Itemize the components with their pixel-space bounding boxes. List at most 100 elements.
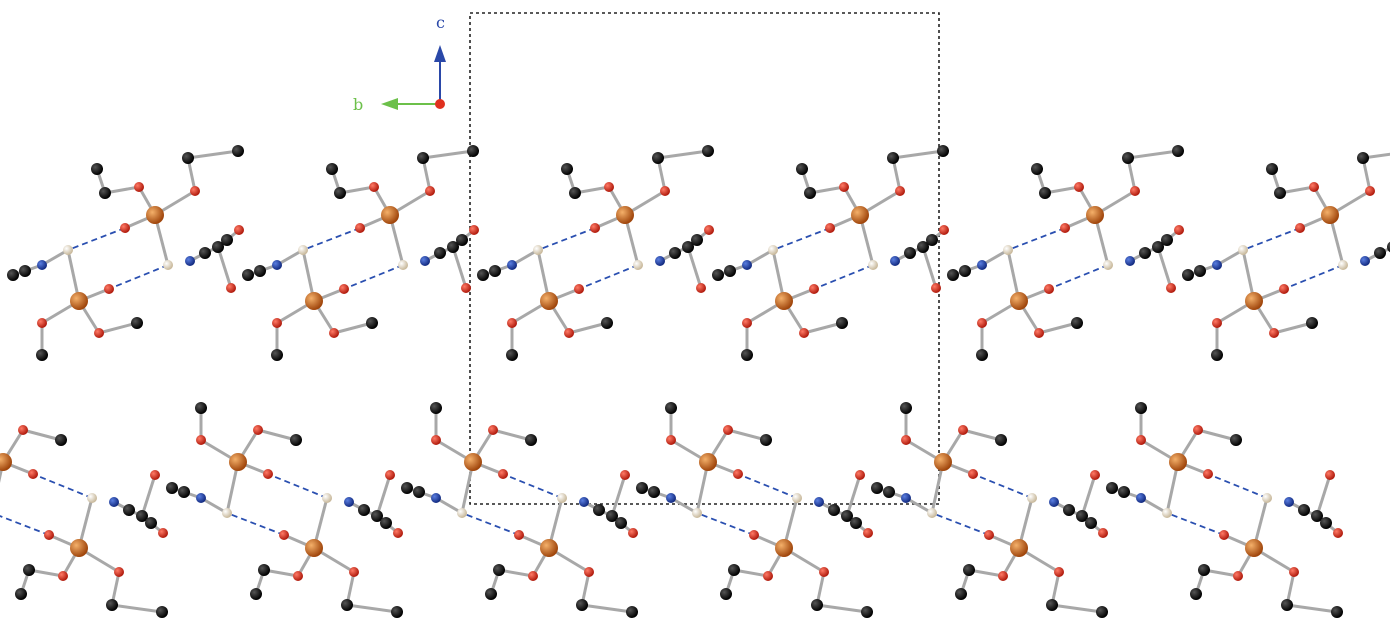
- covalent-bond: [670, 496, 698, 515]
- carbon-atom: [23, 564, 35, 576]
- covalent-bond: [187, 149, 239, 160]
- covalent-bond: [111, 603, 163, 614]
- carbon-atom: [341, 599, 353, 611]
- oxygen-atom: [1034, 328, 1044, 338]
- carbon-atom: [887, 152, 899, 164]
- nitrogen-atom: [1360, 256, 1370, 266]
- hydrogen-bond: [226, 512, 285, 536]
- oxygen-atom: [461, 283, 471, 293]
- covalent-bond: [276, 248, 304, 267]
- oxygen-atom: [469, 225, 479, 235]
- covalent-bond: [41, 248, 69, 267]
- carbon-atom: [1161, 234, 1173, 246]
- metal-atom: [540, 292, 558, 310]
- carbon-atom: [937, 145, 949, 157]
- carbon-atom: [232, 145, 244, 157]
- hydrogen-atom: [1162, 508, 1172, 518]
- hydrogen-bond: [1207, 473, 1268, 499]
- carbon-atom: [1046, 599, 1058, 611]
- covalent-bond: [1156, 246, 1173, 289]
- carbon-atom: [850, 517, 862, 529]
- covalent-bond: [686, 246, 703, 289]
- metal-atom: [1321, 206, 1339, 224]
- oxygen-atom: [839, 182, 849, 192]
- oxygen-atom: [590, 223, 600, 233]
- molecule-dimer: [871, 402, 1108, 618]
- carbon-atom: [947, 269, 959, 281]
- carbon-atom: [796, 163, 808, 175]
- b-axis-label: b: [353, 95, 363, 114]
- metal-atom: [699, 453, 717, 471]
- carbon-atom: [1281, 599, 1293, 611]
- carbon-atom: [1039, 187, 1051, 199]
- oxygen-atom: [809, 284, 819, 294]
- metal-atom: [0, 453, 12, 471]
- oxygen-atom: [1212, 318, 1222, 328]
- carbon-atom: [804, 187, 816, 199]
- oxygen-atom: [1333, 528, 1343, 538]
- nitrogen-atom: [1125, 256, 1135, 266]
- oxygen-atom: [1074, 182, 1084, 192]
- hydrogen-atom: [692, 508, 702, 518]
- carbon-atom: [682, 241, 694, 253]
- covalent-bond: [803, 321, 843, 335]
- carbon-atom: [836, 317, 848, 329]
- covalent-bond: [1080, 474, 1097, 517]
- carbon-atom: [493, 564, 505, 576]
- oxygen-atom: [819, 567, 829, 577]
- hydrogen-atom: [63, 245, 73, 255]
- carbon-atom: [1135, 402, 1147, 414]
- oxygen-atom: [190, 186, 200, 196]
- carbon-atom: [447, 241, 459, 253]
- carbon-atom: [1266, 163, 1278, 175]
- carbon-atom: [900, 402, 912, 414]
- carbon-atom: [334, 187, 346, 199]
- hydrogen-bond: [1166, 512, 1225, 536]
- carbon-atom: [724, 265, 736, 277]
- nitrogen-atom: [655, 256, 665, 266]
- carbon-atom: [417, 152, 429, 164]
- oxygen-atom: [1054, 567, 1064, 577]
- metal-atom: [305, 292, 323, 310]
- hydrogen-atom: [322, 493, 332, 503]
- covalent-bond: [1216, 248, 1244, 267]
- oxygen-atom: [742, 318, 752, 328]
- carbon-atom: [123, 504, 135, 516]
- hydrogen-bond: [343, 264, 404, 290]
- metal-atom: [146, 206, 164, 224]
- oxygen-atom: [279, 530, 289, 540]
- covalent-bond: [921, 246, 938, 289]
- covalent-bond: [1273, 321, 1313, 335]
- carbon-atom: [195, 402, 207, 414]
- nitrogen-atom: [344, 497, 354, 507]
- hydrogen-bond: [302, 227, 361, 251]
- oxygen-atom: [763, 571, 773, 581]
- metal-atom: [70, 539, 88, 557]
- oxygen-atom: [425, 186, 435, 196]
- covalent-bond: [200, 496, 228, 515]
- metal-atom: [1010, 292, 1028, 310]
- oxygen-atom: [120, 223, 130, 233]
- oxygen-atom: [660, 186, 670, 196]
- metal-atom: [775, 539, 793, 557]
- oxygen-atom: [253, 425, 263, 435]
- carbon-atom: [254, 265, 266, 277]
- covalent-bond: [1286, 603, 1338, 614]
- carbon-atom: [199, 247, 211, 259]
- molecule-dimer: [477, 145, 714, 361]
- metal-atom: [70, 292, 88, 310]
- molecule-dimer: [1106, 402, 1343, 618]
- oxygen-atom: [895, 186, 905, 196]
- covalent-bond: [422, 149, 474, 160]
- hydrogen-bond: [931, 512, 990, 536]
- metal-atom: [1010, 539, 1028, 557]
- hydrogen-bond: [537, 227, 596, 251]
- hydrogen-atom: [1238, 245, 1248, 255]
- oxygen-atom: [1060, 223, 1070, 233]
- metal-atom: [1245, 539, 1263, 557]
- covalent-bond: [1140, 496, 1168, 515]
- oxygen-atom: [114, 567, 124, 577]
- covalent-bond: [1315, 474, 1332, 517]
- hydrogen-bond: [502, 473, 563, 499]
- oxygen-atom: [1090, 470, 1100, 480]
